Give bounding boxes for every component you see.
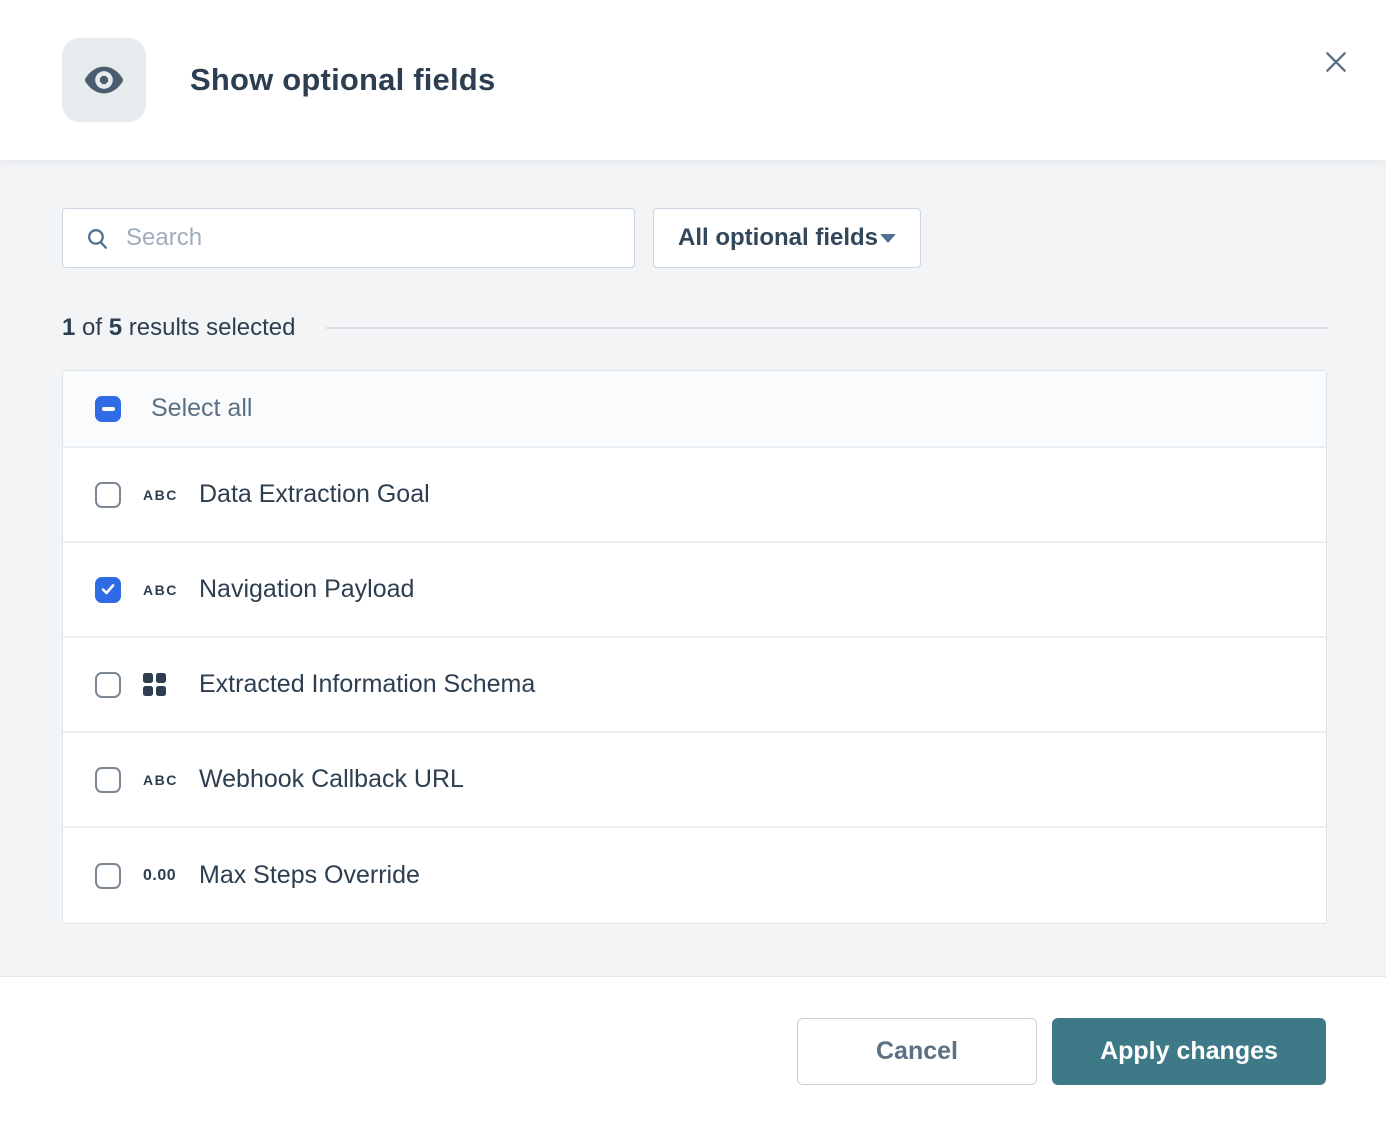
field-label: Data Extraction Goal [199, 480, 430, 508]
field-label: Max Steps Override [199, 861, 420, 889]
close-icon [1326, 52, 1346, 72]
modal-body: All optional fields 1 of 5 results selec… [0, 160, 1386, 977]
field-label: Extracted Information Schema [199, 670, 536, 698]
search-box [62, 208, 635, 268]
field-row-navigation-payload[interactable]: ABC Navigation Payload [63, 543, 1326, 638]
field-row-webhook-callback-url[interactable]: ABC Webhook Callback URL [63, 733, 1326, 828]
field-checkbox[interactable] [95, 671, 121, 698]
text-field-type-icon: ABC [143, 486, 178, 503]
schema-field-type-icon [143, 673, 191, 696]
total-count: 5 [108, 314, 123, 341]
text-field-type-icon: ABC [143, 581, 178, 598]
select-all-checkbox[interactable] [95, 395, 121, 422]
optional-fields-list: Select all ABC Data Extraction Goal ABC … [62, 370, 1327, 924]
modal-footer: Cancel Apply changes [0, 977, 1386, 1126]
eye-icon [84, 66, 124, 94]
results-divider [325, 327, 1327, 329]
field-label: Webhook Callback URL [199, 765, 464, 793]
field-type-dropdown[interactable]: All optional fields [653, 208, 921, 268]
check-icon [101, 583, 115, 594]
field-checkbox[interactable] [95, 481, 121, 508]
select-all-row[interactable]: Select all [63, 371, 1326, 448]
select-all-label: Select all [151, 394, 253, 422]
chevron-down-icon [880, 233, 896, 243]
text-field-type-icon: ABC [143, 771, 178, 788]
modal-title: Show optional fields [190, 62, 496, 97]
dropdown-selected-value: All optional fields [678, 224, 879, 251]
field-row-extracted-information-schema[interactable]: Extracted Information Schema [63, 638, 1326, 733]
close-button[interactable] [1318, 44, 1354, 80]
grid-icon [143, 673, 166, 696]
search-icon [88, 228, 107, 249]
controls-row: All optional fields [62, 208, 1327, 268]
results-summary-text: 1 of 5 results selected [62, 314, 296, 342]
indeterminate-dash [101, 406, 115, 411]
field-checkbox[interactable] [95, 576, 121, 603]
results-summary-row: 1 of 5 results selected [62, 314, 1327, 342]
of-text: of [82, 314, 103, 341]
selected-count: 1 [62, 314, 76, 341]
apply-changes-button[interactable]: Apply changes [1052, 1018, 1326, 1085]
results-suffix: results selected [128, 314, 296, 341]
eye-icon-badge [62, 38, 146, 122]
field-checkbox[interactable] [95, 766, 121, 793]
field-row-data-extraction-goal[interactable]: ABC Data Extraction Goal [63, 448, 1326, 543]
modal-header: Show optional fields [0, 0, 1386, 160]
field-checkbox[interactable] [95, 862, 121, 889]
search-input[interactable] [126, 209, 634, 267]
field-label: Navigation Payload [199, 575, 415, 603]
number-field-type-icon: 0.00 [143, 866, 177, 884]
cancel-button[interactable]: Cancel [797, 1018, 1037, 1085]
field-row-max-steps-override[interactable]: 0.00 Max Steps Override [63, 828, 1326, 923]
